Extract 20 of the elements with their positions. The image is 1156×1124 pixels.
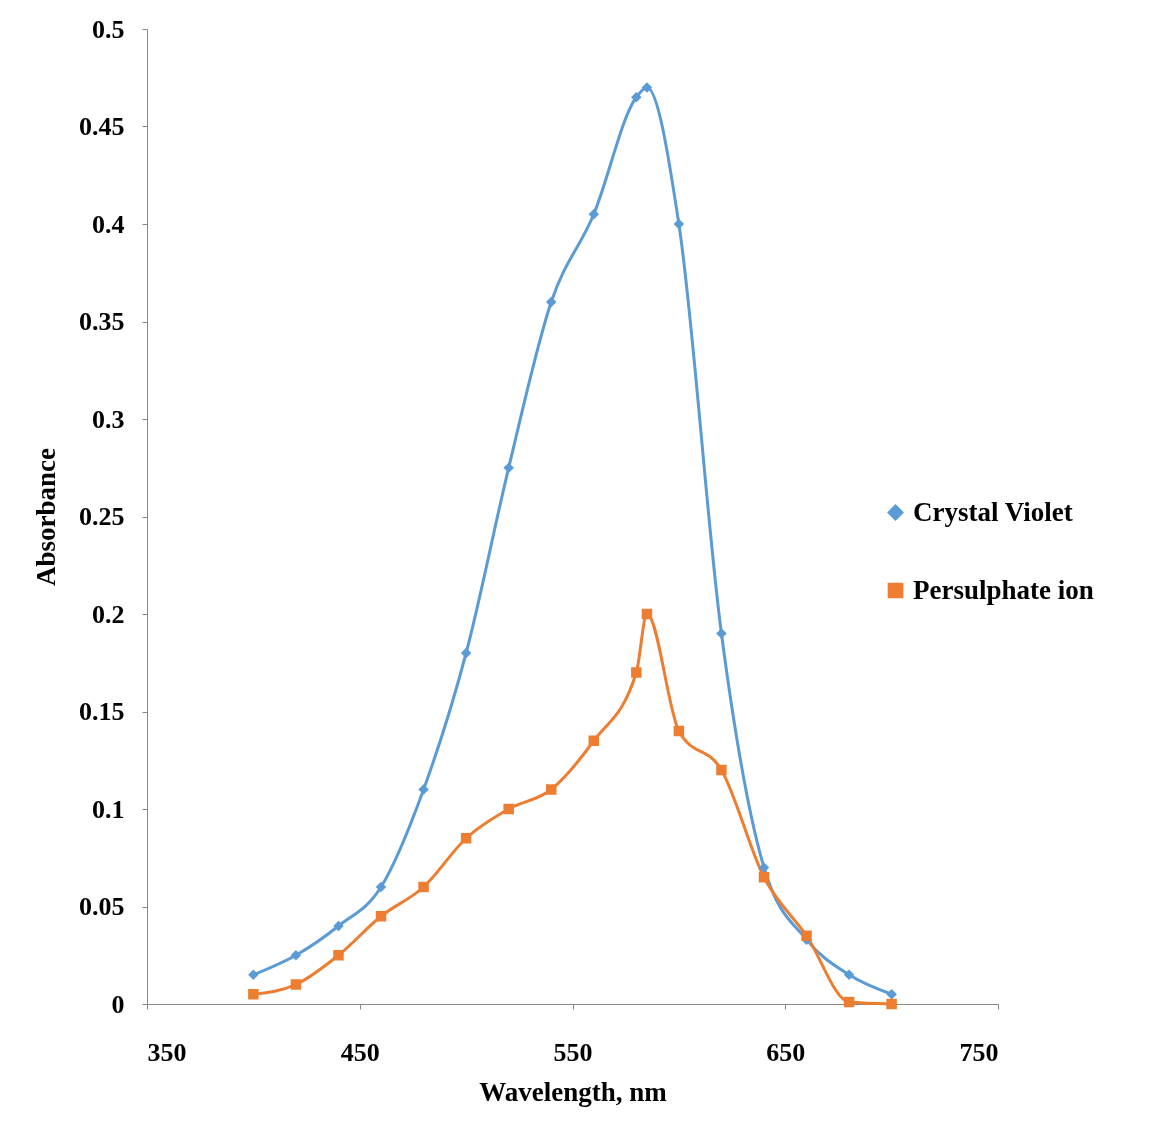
x-tick-label: 750 <box>959 1037 999 1067</box>
y-tick-label: 0.05 <box>79 892 125 921</box>
y-tick-label: 0.3 <box>92 404 125 434</box>
y-tick-label: 0.4 <box>92 209 125 239</box>
x-axis-title: Wavelength, nm <box>479 1076 668 1107</box>
x-tick-label: 650 <box>766 1037 806 1067</box>
y-tick-label: 0.45 <box>79 112 125 141</box>
legend-label: Crystal Violet <box>913 496 1073 527</box>
y-tick-label: 0.35 <box>79 307 125 336</box>
x-tick-label: 550 <box>553 1037 593 1067</box>
y-tick-label: 0.25 <box>79 502 125 531</box>
y-tick-label: 0.5 <box>92 14 125 44</box>
y-tick-label: 0.1 <box>92 794 125 824</box>
x-tick-label: 450 <box>340 1037 380 1067</box>
legend-label: Persulphate ion <box>913 574 1094 605</box>
y-tick-label: 0.2 <box>92 599 125 629</box>
x-tick-label: 350 <box>147 1037 187 1067</box>
y-tick-label: 0 <box>111 989 125 1019</box>
y-axis-title: Absorbance <box>31 447 61 587</box>
y-tick-label: 0.15 <box>79 697 125 726</box>
